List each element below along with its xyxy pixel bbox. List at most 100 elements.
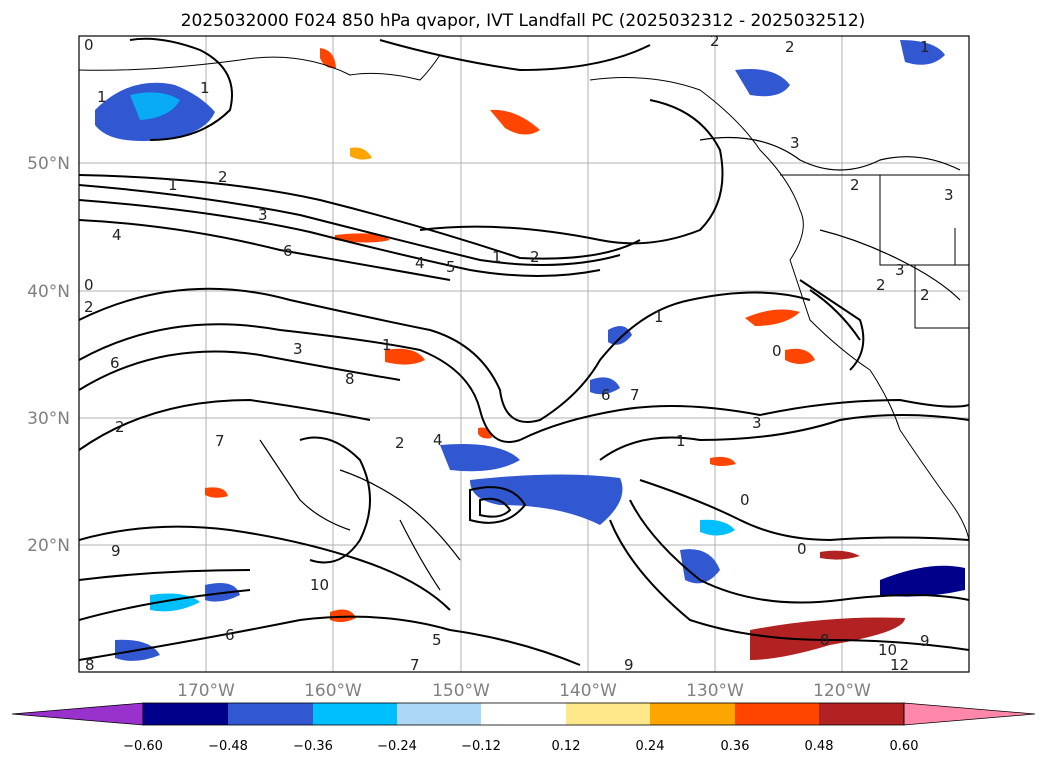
- shade-negative: [880, 565, 965, 597]
- ivt-contours: [79, 37, 969, 666]
- contour-label: 8: [85, 656, 95, 674]
- colorbar-segment: [735, 703, 819, 725]
- contour-label: 0: [740, 491, 750, 509]
- shade-negative: [680, 549, 720, 584]
- shade-positive: [785, 348, 815, 364]
- shade-positive: [710, 456, 736, 466]
- ivt-contours-thin: [259, 136, 961, 591]
- colorbar-tick-label: −0.24: [377, 739, 417, 754]
- colorbar-segment: [481, 703, 566, 725]
- shade-positive: [320, 48, 336, 69]
- shade-negative: [590, 377, 620, 395]
- lon-label: 150°W: [432, 681, 490, 701]
- lat-label: 20°N: [27, 536, 70, 556]
- contour-label: 9: [920, 632, 930, 650]
- shade-positive: [750, 617, 905, 660]
- colorbar-segment: [566, 703, 650, 725]
- contour-label: 3: [944, 186, 954, 204]
- colorbar-segment: [819, 703, 904, 725]
- contour-label: 2: [115, 418, 125, 436]
- contour-label: 1: [920, 38, 930, 56]
- contour-label: 8: [820, 631, 830, 649]
- shade-negative: [735, 69, 790, 97]
- contour-label: 4: [112, 226, 122, 244]
- lon-label: 140°W: [559, 681, 617, 701]
- contour-label: 6: [283, 242, 293, 260]
- contour-label: 7: [410, 656, 420, 674]
- shade-positive: [490, 109, 540, 135]
- contour-label: 8: [345, 370, 355, 388]
- latitude-labels: 50°N 40°N 30°N 20°N: [27, 154, 70, 556]
- shade-positive: [820, 550, 860, 560]
- contour-label: 7: [215, 432, 225, 450]
- colorbar: −0.60 −0.48 −0.36 −0.24 −0.12 0.12 0.24 …: [11, 702, 1036, 754]
- coastlines: [79, 54, 969, 541]
- lon-label: 130°W: [686, 681, 744, 701]
- contour-label: 2: [84, 298, 94, 316]
- shade-negative: [440, 444, 520, 472]
- shade-positive: [335, 233, 390, 243]
- contour-label: 1: [654, 308, 664, 326]
- contour-label: 4: [415, 254, 425, 272]
- contour-label: 7: [630, 386, 640, 404]
- qvapor-shading: [95, 40, 965, 661]
- shade-negative: [700, 519, 735, 536]
- contour-label: 3: [293, 340, 303, 358]
- contour-label: 0: [84, 36, 94, 54]
- contour-label: 6: [225, 626, 235, 644]
- contour-label: 2: [785, 38, 795, 56]
- contour-label: 1: [382, 336, 392, 354]
- lat-label: 40°N: [27, 282, 70, 302]
- colorbar-tick-label: −0.12: [461, 739, 501, 754]
- colorbar-segment: [228, 703, 313, 725]
- colorbar-segment: [397, 703, 481, 725]
- lon-label: 160°W: [304, 681, 362, 701]
- colorbar-segment: [650, 703, 735, 725]
- contour-label: 10: [310, 576, 329, 594]
- contour-labels: 0 1 1 2 2 3 4 6 5 1 2 4 2 1 6 3 8 7 4 2: [84, 36, 954, 674]
- shade-positive: [205, 487, 228, 498]
- shade-positive: [745, 309, 800, 326]
- lon-label: 120°W: [813, 681, 871, 701]
- colorbar-tick-label: −0.60: [123, 739, 163, 754]
- colorbar-extend-max: [903, 702, 1036, 726]
- colorbar-tick-label: 0.60: [890, 739, 919, 754]
- shade-positive: [350, 147, 372, 160]
- contour-label: 1: [492, 248, 502, 266]
- contour-label: 2: [530, 248, 540, 266]
- contour-label: 0: [797, 540, 807, 558]
- map-title: 2025032000 F024 850 hPa qvapor, IVT Land…: [181, 11, 866, 31]
- colorbar-segment: [313, 703, 397, 725]
- map-area: 0 1 1 2 2 3 4 6 5 1 2 4 2 1 6 3 8 7 4 2: [78, 35, 970, 674]
- colorbar-tick-label: 0.24: [636, 739, 665, 754]
- colorbar-tick-label: −0.36: [293, 739, 333, 754]
- contour-label: 9: [111, 542, 121, 560]
- contour-label: 3: [258, 206, 268, 224]
- shade-negative: [470, 474, 623, 525]
- contour-label: 2: [218, 168, 228, 186]
- lat-label: 30°N: [27, 409, 70, 429]
- contour-label: 3: [790, 134, 800, 152]
- contour-label: 2: [876, 276, 886, 294]
- contour-label: 2: [850, 176, 860, 194]
- colorbar-tick-label: 0.36: [721, 739, 750, 754]
- contour-label: 2: [395, 434, 405, 452]
- contour-label: 12: [890, 656, 909, 674]
- contour-label: 1: [200, 79, 210, 97]
- contour-label: 0: [84, 276, 94, 294]
- colorbar-ticks: −0.60 −0.48 −0.36 −0.24 −0.12 0.12 0.24 …: [123, 739, 918, 754]
- contour-label: 6: [110, 354, 120, 372]
- contour-label: 0: [772, 342, 782, 360]
- contour-label: 4: [433, 431, 443, 449]
- colorbar-segment: [143, 703, 228, 725]
- shade-negative: [130, 92, 180, 120]
- colorbar-tick-label: 0.12: [552, 739, 581, 754]
- contour-label: 1: [97, 88, 107, 106]
- contour-label: 5: [446, 258, 456, 276]
- longitude-labels: 170°W 160°W 150°W 140°W 130°W 120°W: [177, 681, 871, 701]
- colorbar-tick-label: 0.48: [805, 739, 834, 754]
- contour-label: 1: [676, 432, 686, 450]
- lon-label: 170°W: [177, 681, 235, 701]
- contour-label: 10: [878, 641, 897, 659]
